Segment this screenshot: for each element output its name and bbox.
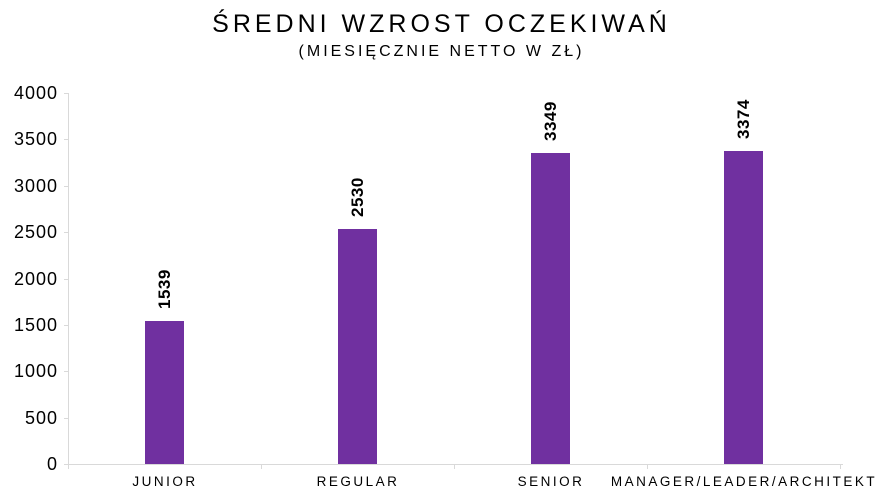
y-tick-mark: [64, 139, 68, 140]
x-tick-mark: [68, 465, 69, 469]
x-category-label: SENIOR: [517, 474, 585, 489]
bar-value-label: 1539: [155, 269, 174, 309]
y-tick-mark: [64, 325, 68, 326]
bar-value-label: 2530: [348, 177, 367, 217]
y-tick-label: 2500: [13, 222, 58, 242]
y-tick-mark: [64, 418, 68, 419]
y-tick-mark: [64, 232, 68, 233]
y-tick-mark: [64, 371, 68, 372]
y-tick-label: 2000: [13, 269, 58, 289]
y-tick-mark: [64, 279, 68, 280]
bar: [531, 153, 570, 464]
x-tick-mark: [840, 465, 841, 469]
bar-value-label: 3374: [734, 99, 753, 139]
y-tick-mark: [64, 186, 68, 187]
x-axis-line: [68, 464, 843, 465]
bar: [338, 229, 377, 464]
chart-header: ŚREDNI WZROST OCZEKIWAŃ (MIESIĘCZNIE NET…: [0, 8, 883, 62]
x-category-label: MANAGER/LEADER/ARCHITEKT: [610, 474, 878, 489]
y-tick-label: 3000: [13, 176, 58, 196]
y-tick-mark: [64, 464, 68, 465]
y-axis-line: [68, 93, 69, 464]
chart-subtitle: (MIESIĘCZNIE NETTO W ZŁ): [298, 43, 585, 60]
bar-value-label: 3349: [541, 101, 560, 141]
y-tick-mark: [64, 93, 68, 94]
y-tick-label: 1500: [13, 315, 58, 335]
bar: [724, 151, 763, 464]
x-tick-mark: [647, 465, 648, 469]
x-tick-mark: [454, 465, 455, 469]
y-tick-label: 0: [46, 454, 58, 474]
y-tick-label: 4000: [13, 83, 58, 103]
x-tick-mark: [261, 465, 262, 469]
x-category-label: REGULAR: [316, 474, 400, 489]
y-tick-label: 500: [24, 408, 58, 428]
x-category-label: JUNIOR: [132, 474, 198, 489]
bar: [145, 321, 184, 464]
y-tick-label: 1000: [13, 361, 58, 381]
y-tick-label: 3500: [13, 129, 58, 149]
chart-title: ŚREDNI WZROST OCZEKIWAŃ: [212, 10, 671, 38]
